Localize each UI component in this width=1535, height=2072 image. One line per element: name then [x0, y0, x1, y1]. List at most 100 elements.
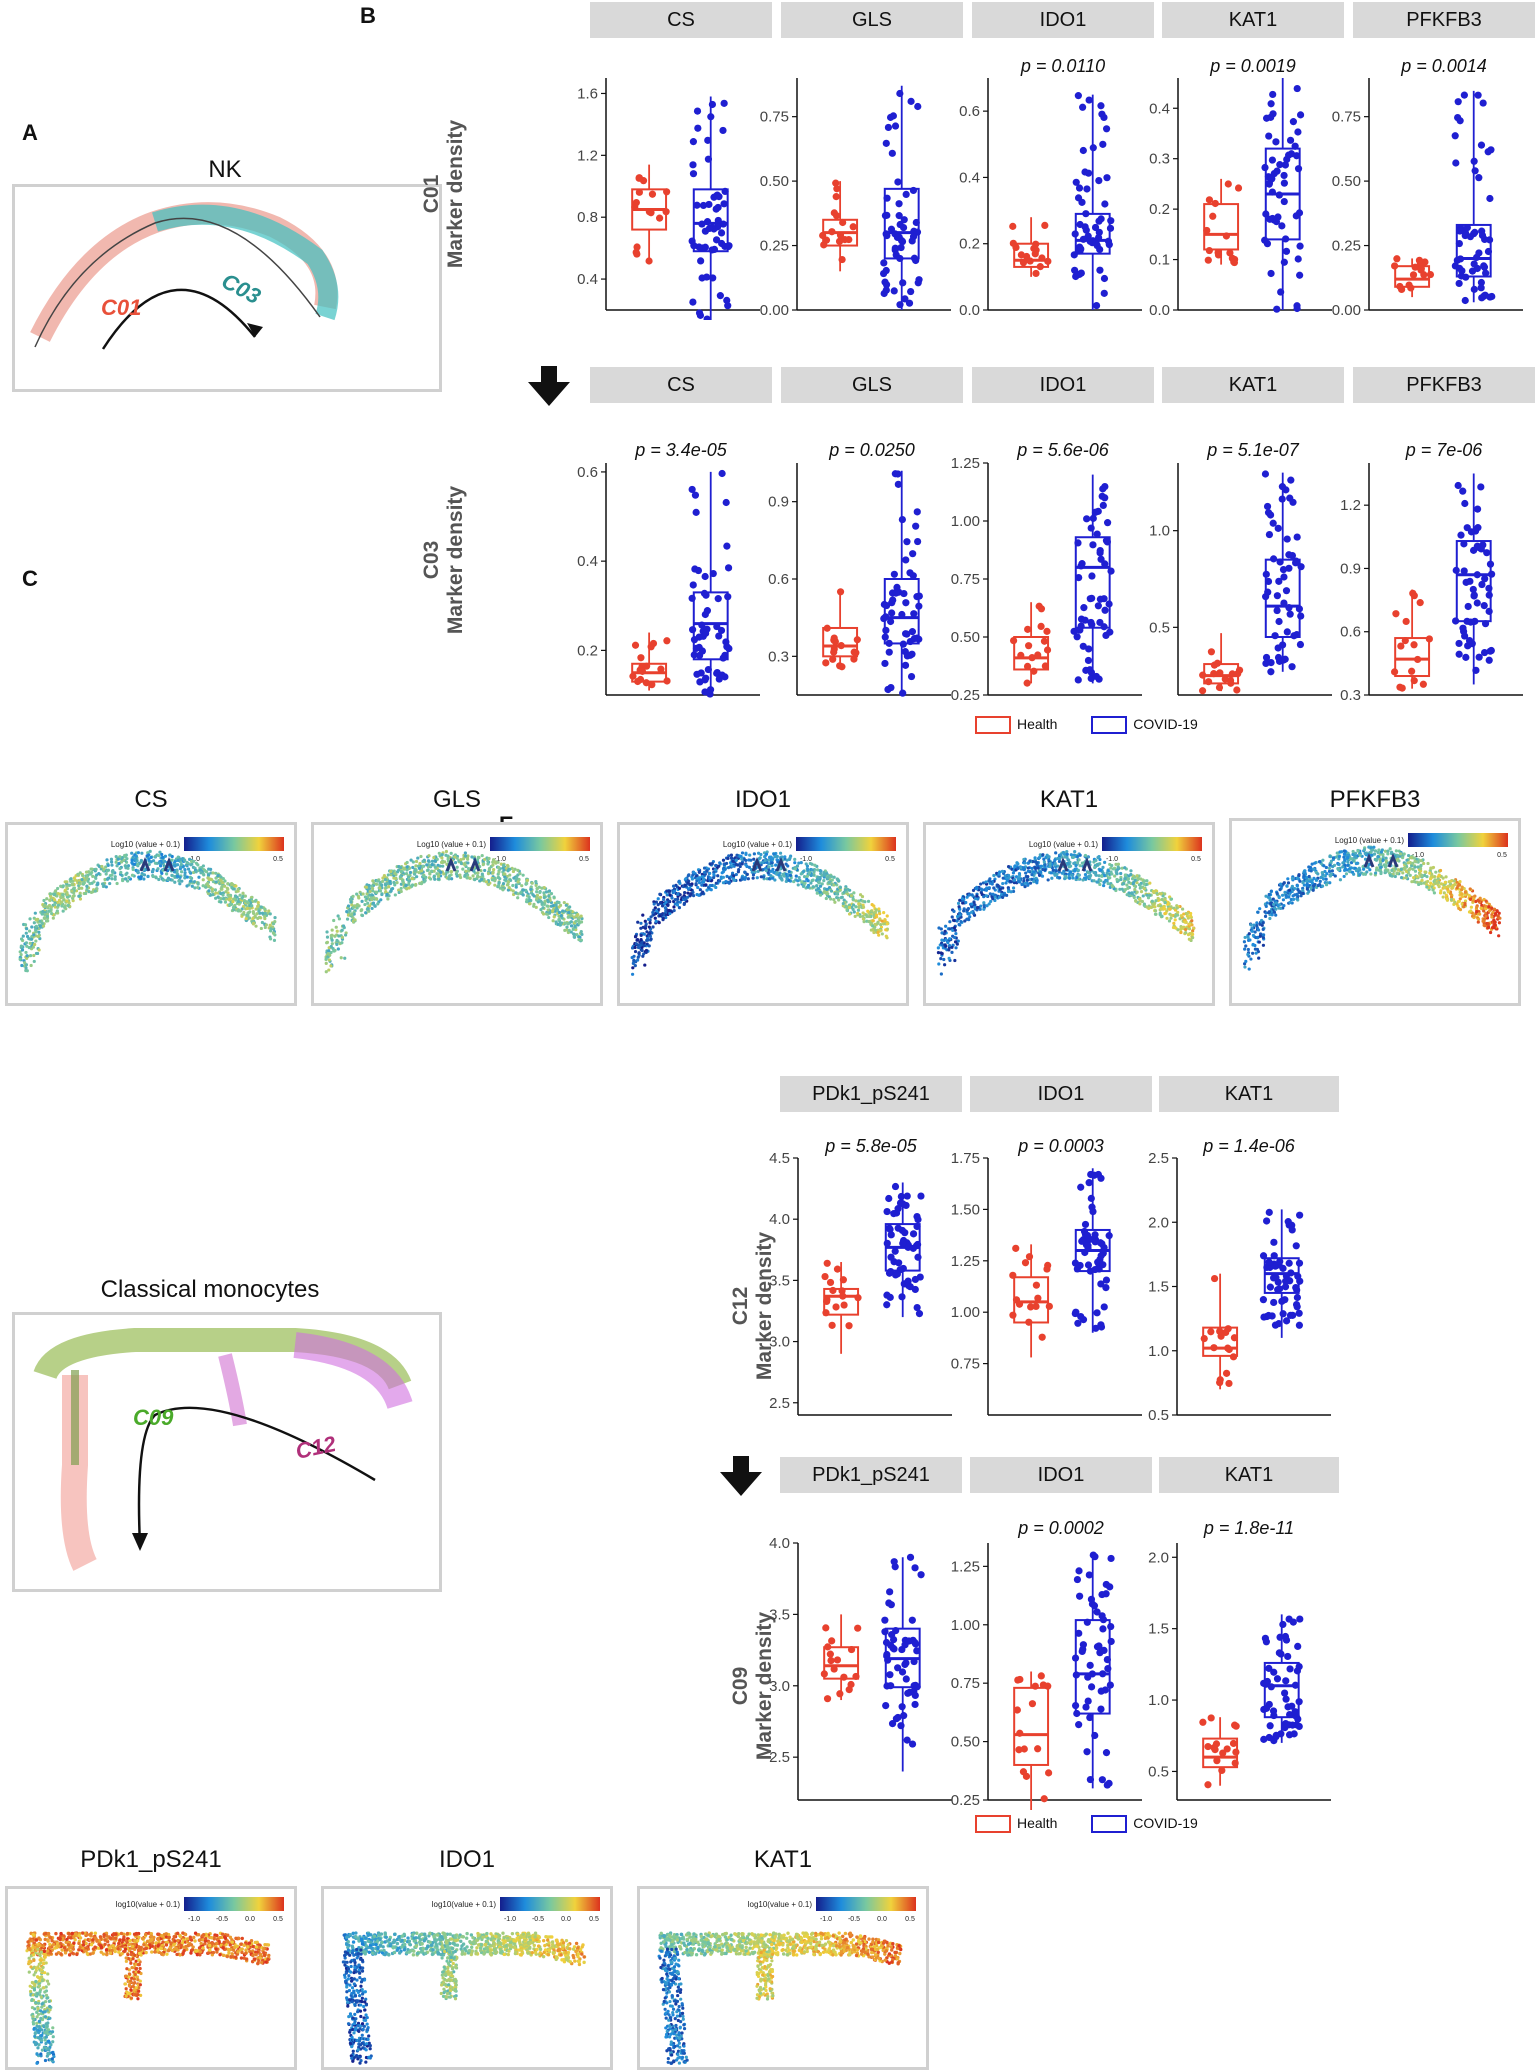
cell-point [937, 926, 941, 930]
covid-point [688, 485, 696, 494]
cell-point [78, 882, 82, 886]
covid-point [1467, 528, 1476, 536]
cell-point [1165, 916, 1169, 920]
cell-point [412, 872, 417, 876]
cell-point [89, 890, 94, 894]
cell-point [346, 913, 351, 917]
cell-point [1028, 859, 1032, 863]
branch-marker [445, 856, 481, 872]
cell-point [263, 915, 267, 919]
covid-point [702, 674, 710, 682]
cell-point [48, 898, 52, 902]
cell-point [697, 893, 701, 897]
covid-point [724, 242, 732, 251]
cell-point [858, 914, 862, 919]
cell-point [324, 970, 328, 974]
c-trajectory-gls: Log10 (value + 0.1) -1.0 0.5 [311, 822, 603, 1006]
cell-point [1161, 894, 1165, 898]
cell-point [939, 972, 943, 976]
covid-point [1261, 236, 1269, 244]
cell-point [1094, 863, 1099, 867]
health-point [647, 643, 655, 651]
cell-point [483, 868, 487, 873]
covid-point [1459, 487, 1467, 495]
cell-point [1059, 853, 1063, 857]
c-trajectory-pfkfb3: Log10 (value + 0.1) -1.0 0.5 [1229, 818, 1521, 1006]
cell-point [697, 878, 702, 882]
covid-point [1100, 113, 1108, 122]
cell-point [877, 933, 881, 937]
cell-point [53, 902, 57, 907]
cell-point [1118, 887, 1122, 891]
cell-point [1172, 921, 1176, 925]
cell-point [639, 933, 643, 937]
cell-point [1011, 889, 1016, 894]
strip-b1-gls: GLS [781, 2, 963, 38]
cell-point [84, 891, 88, 896]
cell-point [1160, 914, 1164, 918]
covid-point [714, 203, 722, 212]
covid-point [706, 686, 715, 694]
cell-point [750, 870, 754, 874]
cell-point [1429, 881, 1433, 885]
cell-point [1145, 893, 1149, 897]
cell-point [156, 867, 160, 871]
cell-point [942, 957, 946, 962]
trajectory-heatmap: Log10 (value + 0.1)-1.0 0.5 [936, 837, 1202, 976]
cell-point [997, 884, 1001, 889]
covid-point [691, 491, 700, 499]
cell-point [1381, 853, 1385, 857]
covid-point [907, 97, 915, 105]
cell-point [964, 900, 968, 905]
covid-point [888, 609, 896, 617]
cell-point [566, 922, 570, 926]
cell-point [957, 905, 961, 909]
y-tick-label: 0.50 [951, 629, 980, 646]
covid-point [715, 193, 723, 201]
cell-point [453, 860, 458, 865]
cell-point [954, 946, 958, 950]
health-point [633, 243, 641, 251]
cell-point [329, 950, 333, 955]
cell-point [404, 883, 408, 888]
cell-point [756, 869, 760, 874]
cell-point [697, 869, 702, 874]
cell-point [193, 880, 197, 884]
cell-point [832, 875, 836, 879]
cell-point [639, 938, 643, 942]
covid-point [887, 225, 896, 233]
covid-point [1071, 230, 1079, 238]
cell-point [118, 855, 122, 859]
cell-point [191, 859, 196, 863]
cell-point [826, 892, 830, 896]
cell-point [773, 878, 777, 882]
covid-point [1470, 285, 1478, 293]
cell-point [273, 916, 277, 920]
covid-point [1102, 125, 1111, 133]
cell-point [497, 881, 501, 885]
cell-point [45, 897, 49, 901]
cell-point [1011, 871, 1016, 875]
cell-point [796, 879, 800, 883]
y-tick-label: 0.8 [577, 209, 598, 226]
cell-point [370, 906, 374, 911]
covid-point [1087, 668, 1096, 677]
cell-point [714, 863, 718, 868]
cell-point [517, 877, 521, 882]
cell-point [137, 875, 141, 879]
covid-point [1292, 212, 1300, 220]
covid-point [1283, 628, 1291, 636]
health-point [1410, 641, 1418, 649]
covid-point [1288, 663, 1296, 671]
cell-point [966, 906, 971, 911]
cell-point [656, 897, 660, 901]
health-point [1414, 655, 1422, 664]
cell-point [190, 884, 194, 888]
cell-point [810, 862, 814, 866]
cell-point [1110, 872, 1114, 876]
covid-point [1294, 165, 1303, 173]
cell-point [196, 881, 200, 885]
cell-point [1139, 877, 1143, 881]
cell-point [420, 864, 425, 869]
covid-point [880, 259, 888, 267]
